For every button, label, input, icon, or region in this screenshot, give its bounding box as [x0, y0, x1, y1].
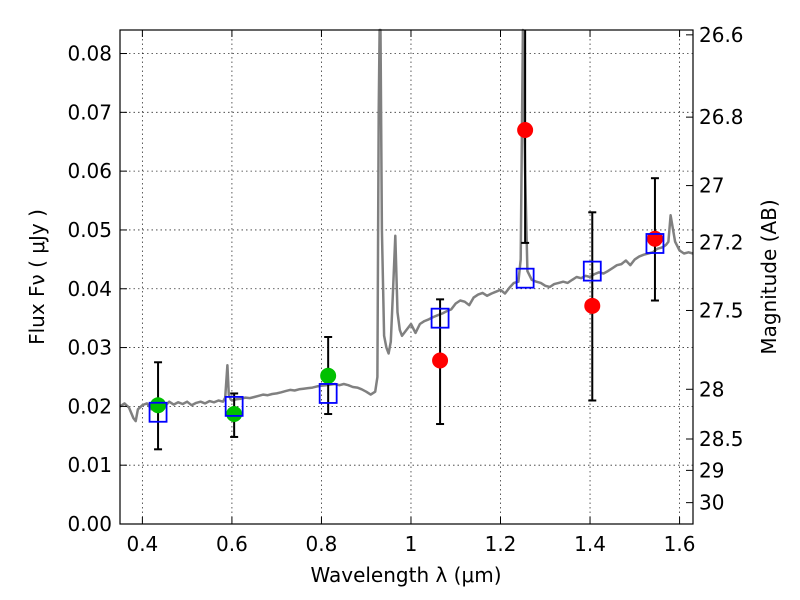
- red-data-point: [646, 230, 663, 247]
- green-data-point: [320, 367, 337, 384]
- y-tick-label: 0.05: [67, 218, 112, 242]
- magnitude-tick-label: 30: [699, 491, 724, 515]
- magnitude-axis-ticks: 26.6 26.8 27 27.2 27.5 28 28.5 29 30: [686, 23, 744, 515]
- x-tick-label: 0.8: [306, 532, 338, 556]
- magnitude-tick-label: 28.5: [699, 427, 744, 451]
- model-photometry-square: [430, 307, 450, 329]
- magnitude-tick-label: 29: [699, 458, 724, 482]
- y-tick-label: 0.01: [67, 453, 112, 477]
- magnitude-tick-label: 26.8: [699, 105, 744, 129]
- error-bars: [154, 30, 659, 451]
- red-data-point: [432, 352, 449, 369]
- green-data-point: [150, 397, 167, 414]
- x-tick-label: 0.4: [126, 532, 158, 556]
- x-tick-label: 1.2: [485, 532, 517, 556]
- magnitude-tick-label: 26.6: [699, 23, 744, 47]
- grid: [120, 30, 693, 525]
- model-photometry-square: [148, 401, 168, 423]
- y-tick-label: 0.07: [67, 100, 112, 124]
- x-axis-ticks: 0.4 0.6 0.8 1 1.2 1.4 1.6: [126, 30, 695, 556]
- y-tick-label: 0.08: [67, 42, 112, 66]
- red-data-point: [517, 121, 534, 138]
- model-photometry-square: [582, 260, 602, 282]
- y-axis-label: Flux Fν ( μJy ): [25, 209, 49, 345]
- x-tick-label: 1.4: [574, 532, 606, 556]
- y-tick-label: 0.04: [67, 277, 112, 301]
- y-tick-label: 0.02: [67, 394, 112, 418]
- magnitude-tick-label: 27.2: [699, 231, 744, 255]
- data-points: [148, 121, 665, 423]
- y2-axis-label: Magnitude (AB): [757, 199, 781, 354]
- model-spectrum-line: [119, 28, 694, 423]
- model-photometry-square: [318, 383, 338, 404]
- model-photometry-square: [515, 267, 535, 289]
- model-photometry-square: [224, 395, 244, 417]
- x-tick-label: 1: [405, 532, 418, 556]
- model-spectrum: [119, 28, 694, 423]
- y-axis-ticks: 0.00 0.01 0.02 0.03 0.04 0.05 0.06 0.07 0.08: [67, 42, 127, 536]
- x-axis-label: Wavelength λ (μm): [310, 563, 501, 587]
- magnitude-tick-label: 27: [699, 174, 724, 198]
- x-tick-label: 0.6: [216, 532, 248, 556]
- model-photometry-square: [645, 233, 665, 254]
- plot-frame: [119, 29, 694, 525]
- magnitude-tick-label: 27.5: [699, 298, 744, 322]
- red-data-point: [584, 297, 601, 314]
- x-tick-label: 1.6: [664, 532, 696, 556]
- y-tick-label: 0.00: [67, 512, 112, 536]
- y-tick-label: 0.03: [67, 336, 112, 360]
- green-data-point: [226, 406, 243, 423]
- y-tick-label: 0.06: [67, 159, 112, 183]
- magnitude-tick-label: 28: [699, 377, 724, 401]
